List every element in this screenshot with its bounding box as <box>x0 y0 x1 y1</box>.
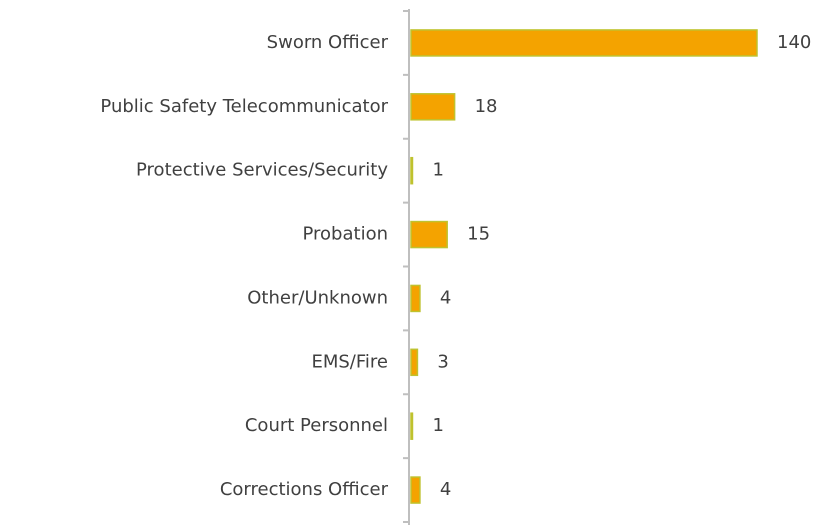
bar <box>410 93 456 121</box>
y-tick-label: Sworn Officer <box>267 32 389 53</box>
value-label: 140 <box>777 32 811 53</box>
y-tick-label: Corrections Officer <box>220 479 389 500</box>
bar <box>410 476 421 504</box>
value-label: 18 <box>475 96 498 117</box>
y-tick-label: Other/Unknown <box>247 287 388 308</box>
bar <box>410 220 448 249</box>
y-tick-label: Probation <box>303 224 389 245</box>
bar <box>410 412 414 440</box>
value-label: 1 <box>432 160 443 181</box>
value-label: 1 <box>432 415 443 436</box>
value-label: 15 <box>467 224 490 245</box>
value-label: 4 <box>440 287 451 308</box>
y-tick-label: Protective Services/Security <box>136 160 388 181</box>
bar <box>410 156 414 185</box>
value-label: 3 <box>437 351 448 372</box>
bar <box>410 284 421 313</box>
y-tick-label: EMS/Fire <box>311 351 388 372</box>
value-label: 4 <box>440 479 451 500</box>
bar <box>410 348 419 377</box>
y-tick-label: Public Safety Telecommunicator <box>100 96 388 117</box>
y-tick-label: Court Personnel <box>245 415 388 436</box>
bar <box>410 29 758 57</box>
